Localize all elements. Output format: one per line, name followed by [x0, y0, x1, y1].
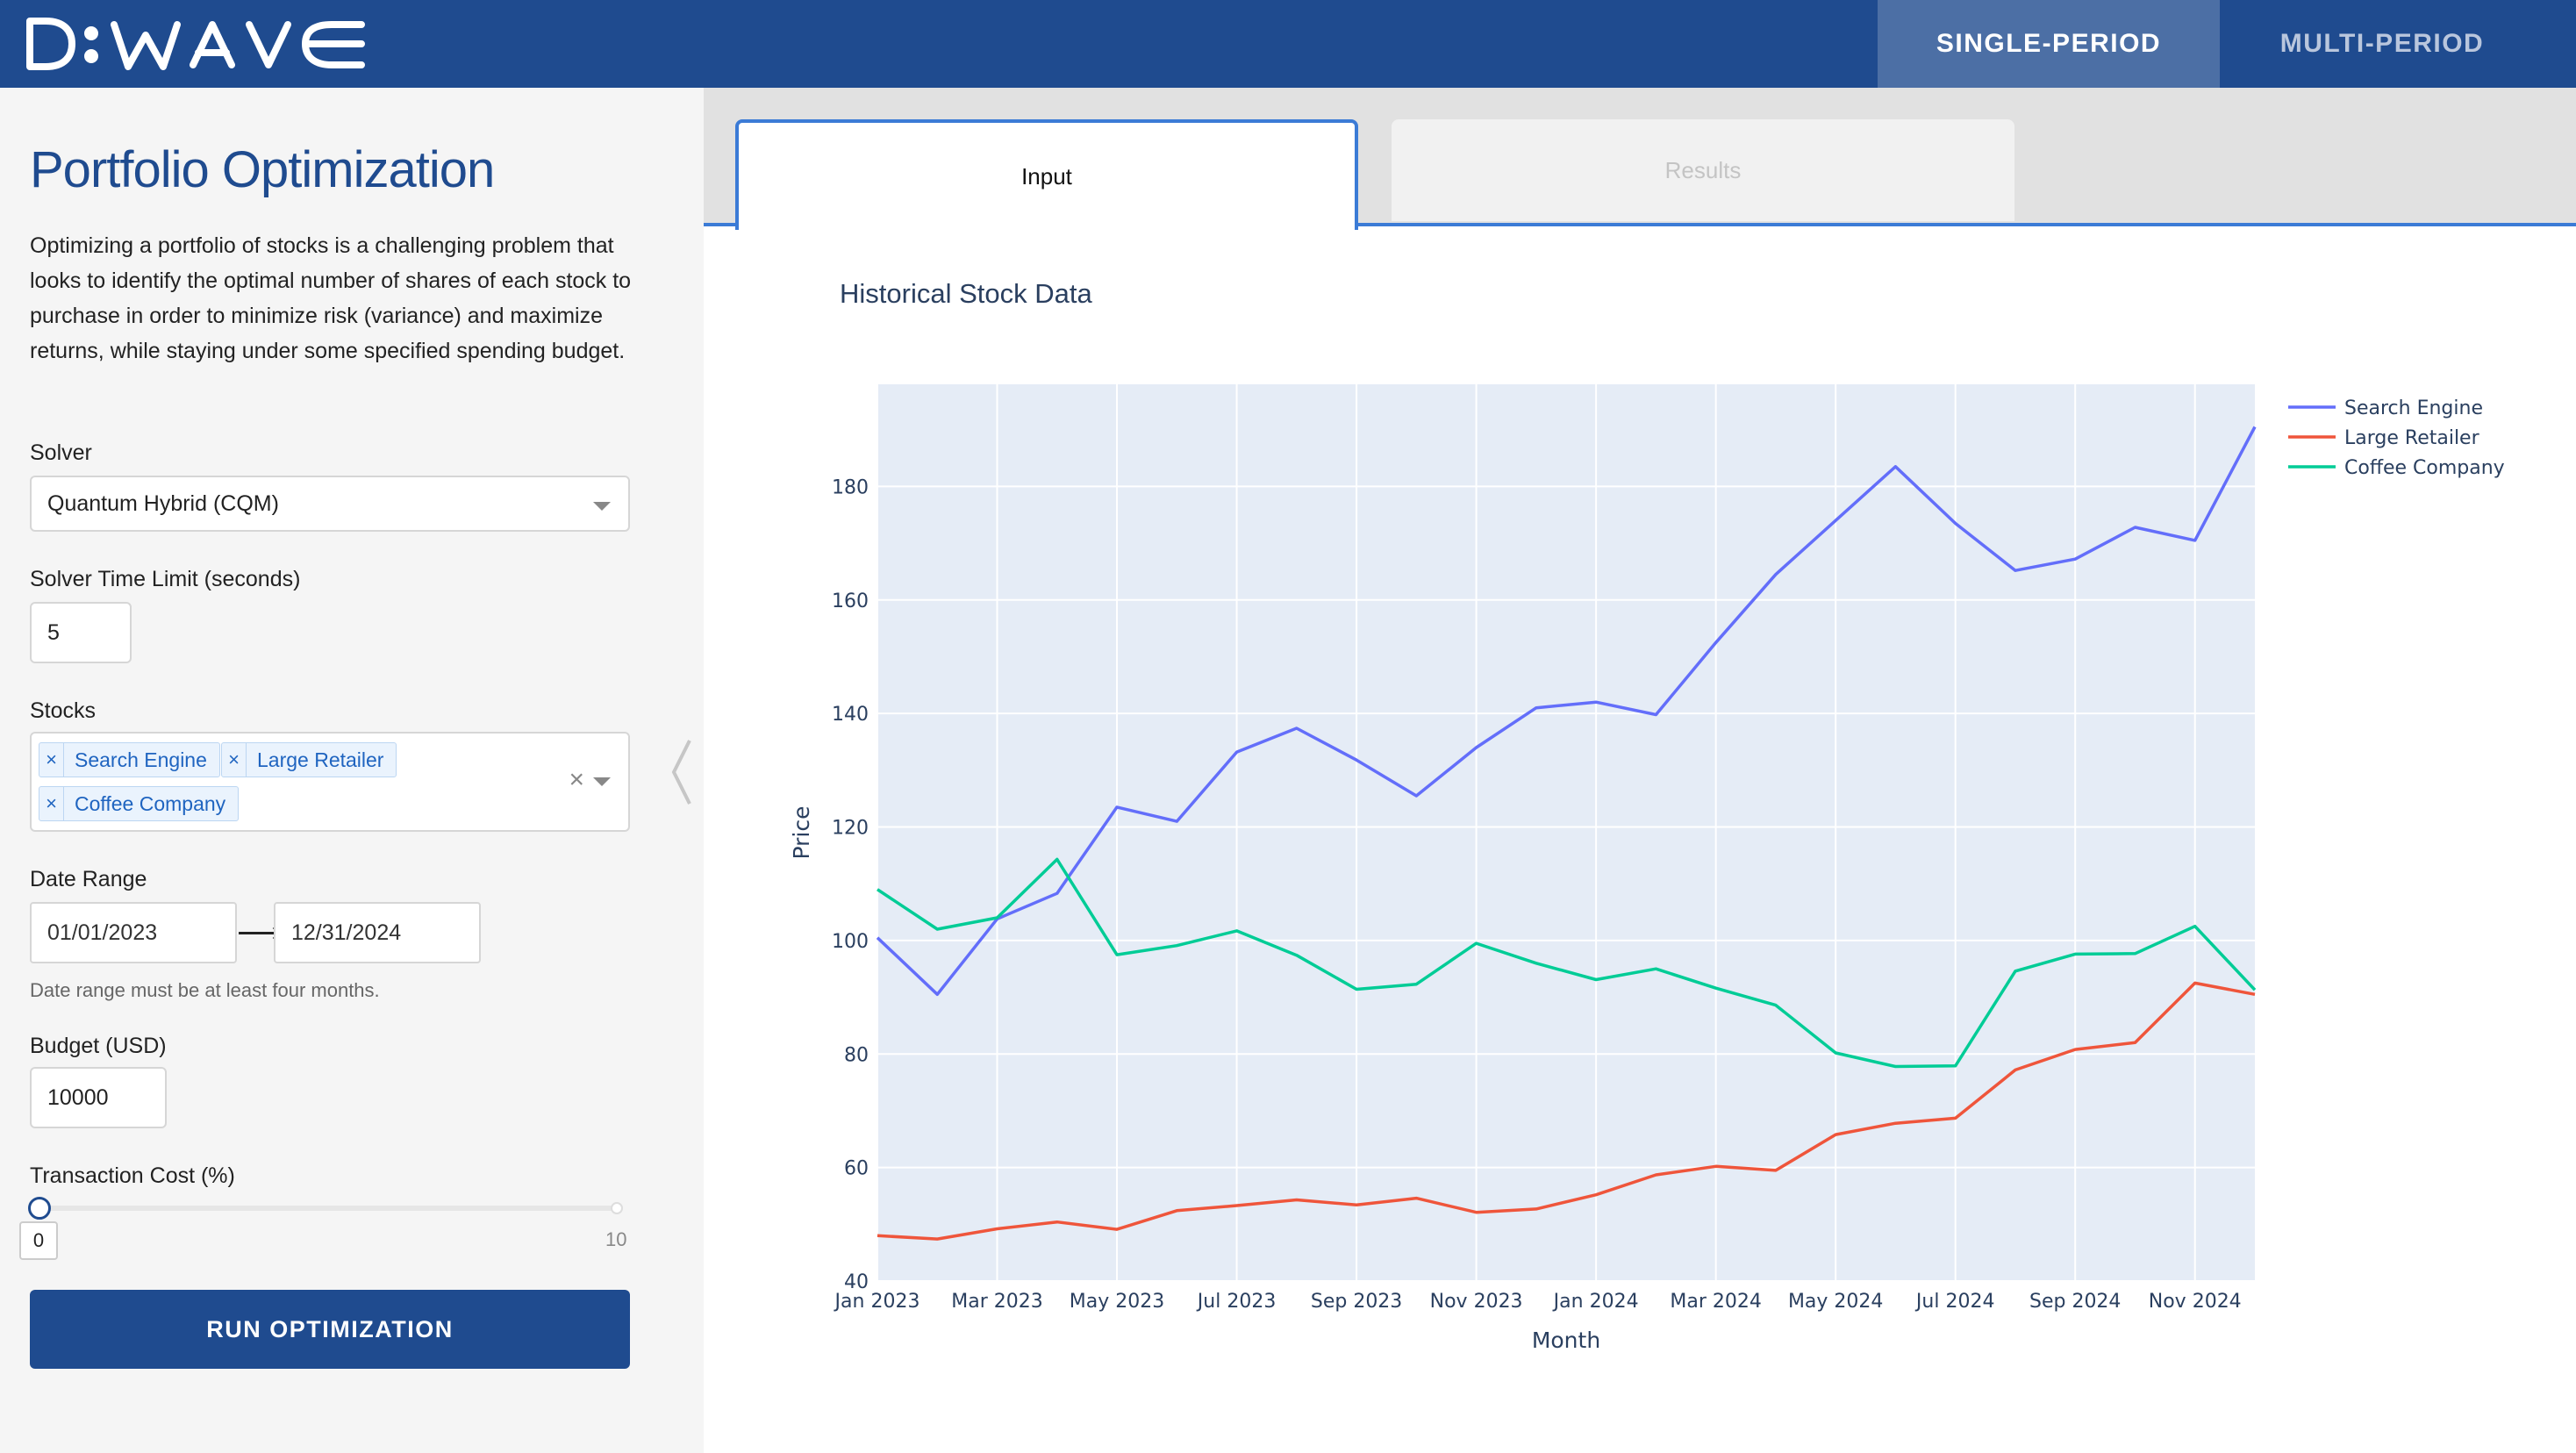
budget-label: Budget (USD) — [30, 1034, 167, 1058]
plot-area — [877, 384, 2255, 1281]
date-start-input[interactable]: 01/01/2023 — [30, 902, 237, 963]
sidebar-collapse[interactable] — [662, 88, 704, 1453]
chevron-down-icon[interactable] — [593, 777, 611, 786]
series-line[interactable] — [877, 981, 2256, 1241]
remove-chip-icon[interactable]: × — [222, 743, 247, 777]
x-tick-label: Mar 2023 — [951, 1291, 1043, 1313]
stock-chip: × Search Engine — [39, 742, 220, 777]
y-tick-label: 60 — [844, 1158, 869, 1180]
date-hint: Date range must be at least four months. — [30, 979, 380, 1001]
chart-legend[interactable]: Search Engine Large Retailer Coffee Compan… — [2288, 397, 2505, 479]
x-axis-label: Month — [1532, 1328, 1600, 1353]
date-end-input[interactable]: 12/31/2024 — [274, 902, 481, 963]
y-tick-label: 40 — [844, 1271, 869, 1293]
tab-bar: Input Results — [704, 88, 2576, 230]
remove-chip-icon[interactable]: × — [39, 743, 64, 777]
legend-item[interactable]: Search Engine — [2344, 397, 2483, 419]
chevron-down-icon — [593, 502, 611, 511]
stocks-multiselect[interactable]: × Search Engine × Large Retailer × Coffe… — [30, 732, 630, 832]
x-tick-label: May 2024 — [1788, 1291, 1883, 1313]
dwave-logo[interactable] — [26, 16, 369, 72]
transaction-value: 0 — [19, 1221, 58, 1260]
tab-single-period[interactable]: SINGLE-PERIOD — [1878, 0, 2220, 88]
y-tick-label: 140 — [832, 704, 869, 726]
solver-select[interactable]: Quantum Hybrid (CQM) — [30, 476, 630, 532]
page-title: Portfolio Optimization — [30, 141, 495, 198]
x-tick-label: Nov 2024 — [2149, 1291, 2242, 1313]
x-tick-label: Sep 2023 — [1311, 1291, 1402, 1313]
run-optimization-button[interactable]: RUN OPTIMIZATION — [30, 1290, 630, 1369]
x-tick-label: Jul 2024 — [1914, 1291, 1995, 1313]
transaction-slider-handle[interactable] — [28, 1197, 51, 1220]
chart-title: Historical Stock Data — [840, 278, 1092, 309]
x-tick-label: Jul 2023 — [1196, 1291, 1277, 1313]
date-range-label: Date Range — [30, 867, 147, 891]
tab-results[interactable]: Results — [1392, 119, 2014, 221]
y-tick-label: 100 — [832, 931, 869, 953]
solver-value: Quantum Hybrid (CQM) — [47, 490, 279, 516]
remove-chip-icon[interactable]: × — [39, 787, 64, 820]
y-axis-label: Price — [789, 806, 814, 860]
x-tick-label: Mar 2024 — [1670, 1291, 1762, 1313]
stocks-label: Stocks — [30, 698, 97, 723]
x-tick-label: Jan 2023 — [834, 1291, 920, 1313]
stock-chip: × Coffee Company — [39, 786, 240, 821]
transaction-cost-label: Transaction Cost (%) — [30, 1163, 235, 1188]
clear-icon[interactable]: × — [569, 765, 584, 794]
top-bar: SINGLE-PERIOD MULTI-PERIOD — [0, 0, 2576, 88]
x-tick-label: May 2023 — [1070, 1291, 1164, 1313]
series-line[interactable] — [877, 857, 2257, 1069]
legend-item[interactable]: Large Retailer — [2344, 427, 2480, 449]
y-tick-label: 160 — [832, 591, 869, 612]
budget-input[interactable]: 10000 — [30, 1067, 167, 1128]
transaction-slider-track[interactable] — [39, 1206, 618, 1211]
transaction-max: 10 — [605, 1228, 627, 1250]
tab-multi-period[interactable]: MULTI-PERIOD — [2279, 29, 2485, 58]
legend-item[interactable]: Coffee Company — [2344, 457, 2505, 479]
solver-label: Solver — [30, 440, 92, 465]
intro-text: Optimizing a portfolio of stocks is a ch… — [30, 233, 632, 363]
stock-chip: × Large Retailer — [221, 742, 397, 777]
y-tick-label: 180 — [832, 476, 869, 498]
time-limit-label: Solver Time Limit (seconds) — [30, 567, 301, 591]
chevron-left-icon[interactable] — [669, 737, 695, 807]
slider-end-mark — [611, 1202, 623, 1214]
tab-input[interactable]: Input — [735, 119, 1358, 230]
x-tick-label: Jan 2024 — [1552, 1291, 1639, 1313]
stock-chart: Historical Stock Data 40 60 80 100 120 140 160… — [789, 278, 2505, 1353]
y-tick-label: 80 — [844, 1044, 869, 1066]
series-line[interactable] — [876, 426, 2257, 997]
x-tick-label: Nov 2023 — [1430, 1291, 1523, 1313]
sidebar: Portfolio Optimization Optimizing a port… — [0, 88, 662, 1453]
time-limit-input[interactable]: 5 — [30, 602, 132, 663]
x-tick-label: Sep 2024 — [2029, 1291, 2121, 1313]
y-tick-label: 120 — [832, 818, 869, 840]
